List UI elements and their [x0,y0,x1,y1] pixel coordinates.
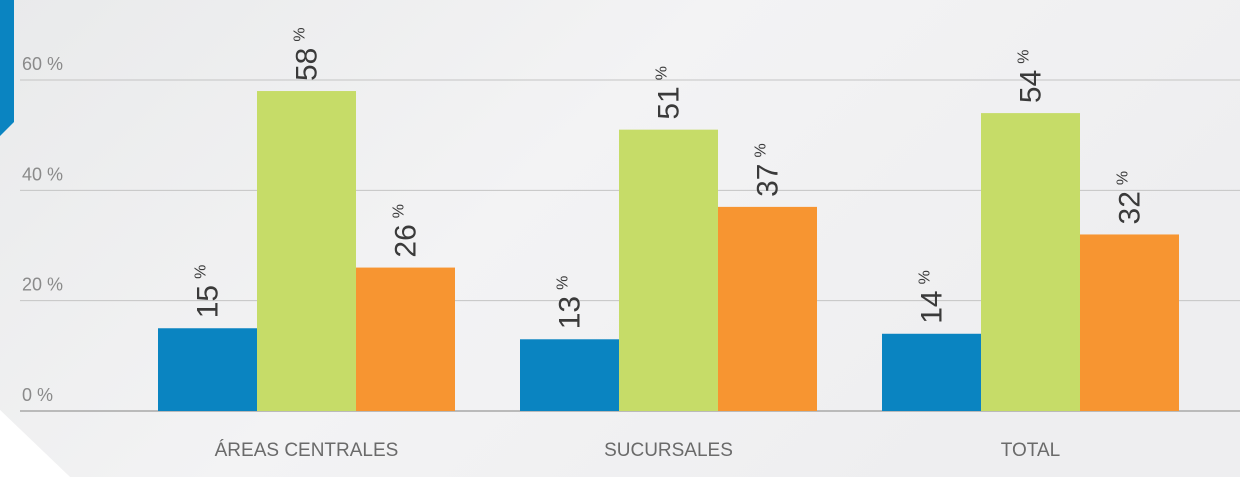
data-label: 58% [291,27,324,81]
data-label-unit: % [917,270,934,284]
data-label: 13% [554,276,587,330]
data-label-value: 15 [192,285,225,318]
data-label: 14% [916,270,949,324]
data-label: 15% [192,265,225,319]
data-label-unit: % [292,27,309,41]
data-label-unit: % [555,276,572,290]
category-labels: ÁREAS CENTRALES SUCURSALES TOTAL [215,440,1061,461]
data-label-value: 37 [752,164,785,197]
bar [1080,234,1179,411]
bar [619,129,718,411]
data-label-value: 54 [1015,70,1048,103]
bars [158,91,1179,412]
data-label-unit: % [753,143,770,157]
bar [981,113,1080,411]
y-tick-label: 40 % [22,164,63,184]
data-label-unit: % [193,265,210,279]
data-label-value: 26 [390,224,423,257]
bar [718,206,817,411]
category-label: TOTAL [1001,440,1060,461]
y-tick-label: 0 % [22,385,53,405]
category-label: ÁREAS CENTRALES [215,440,399,461]
panel-fold-shadow [0,410,70,477]
bar [257,91,356,412]
data-label-unit: % [391,204,408,218]
data-label-value: 14 [916,290,949,323]
data-label-value: 13 [554,296,587,329]
data-label-unit: % [1115,171,1132,185]
data-label-value: 58 [291,48,324,81]
data-label: 51% [653,66,686,120]
bar [520,339,619,411]
data-label-value: 51 [653,86,686,119]
data-label-unit: % [654,66,671,80]
bar [356,267,455,411]
data-label: 26% [390,204,423,258]
corner-accent [0,0,14,136]
y-axis-ticks: 0 % 20 % 40 % 60 % [22,54,63,405]
bar [158,328,257,411]
data-label: 37% [752,143,785,197]
y-tick-label: 60 % [22,54,63,74]
y-tick-label: 20 % [22,275,63,295]
data-label: 54% [1015,49,1048,103]
data-label: 32% [1114,171,1147,225]
data-label-value: 32 [1114,191,1147,224]
category-label: SUCURSALES [604,440,733,461]
data-label-unit: % [1016,49,1033,63]
data-labels: 15%58%26%13%51%37%14%54%32% [192,27,1147,329]
bar [882,333,981,411]
